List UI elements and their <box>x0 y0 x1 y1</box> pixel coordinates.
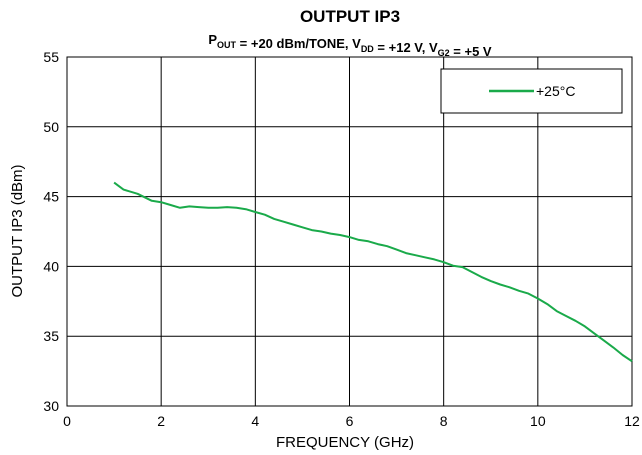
x-tick-label: 8 <box>440 413 448 429</box>
subtitle-subscript: DD <box>361 44 374 54</box>
chart-subtitle: POUT = +20 dBm/TONE, VDD = +12 V, VG2 = … <box>208 32 492 59</box>
x-tick-label: 0 <box>63 413 71 429</box>
x-tick-label: 10 <box>530 413 546 429</box>
subtitle-part: = +20 dBm/TONE, V <box>236 36 361 51</box>
series-line-0 <box>113 181 633 363</box>
y-tick-label: 30 <box>43 398 59 414</box>
legend-label: +25°C <box>536 83 575 99</box>
y-tick-label: 50 <box>43 119 59 135</box>
subtitle-subscript: G2 <box>438 48 450 58</box>
y-tick-label: 40 <box>43 258 59 274</box>
chart-title: OUTPUT IP3 <box>300 7 400 26</box>
x-tick-label: 4 <box>251 413 259 429</box>
y-tick-label: 45 <box>43 189 59 205</box>
subtitle-subscript: OUT <box>217 40 237 50</box>
series-group <box>113 181 633 363</box>
y-axis-label: OUTPUT IP3 (dBm) <box>9 164 26 297</box>
x-tick-label: 6 <box>346 413 354 429</box>
tick-labels: 0 2 4 6 8 10 12 30 35 40 45 50 55 <box>43 49 640 429</box>
subtitle-part: = +12 V, V <box>374 40 438 55</box>
legend: +25°C <box>440 68 623 114</box>
y-tick-label: 55 <box>43 49 59 65</box>
plot-frame <box>66 56 633 407</box>
x-tick-label: 12 <box>624 413 640 429</box>
y-tick-label: 35 <box>43 328 59 344</box>
x-axis-label: FREQUENCY (GHz) <box>276 434 414 451</box>
x-tick-label: 2 <box>157 413 165 429</box>
subtitle-part: P <box>208 32 217 47</box>
subtitle-part: = +5 V <box>450 44 492 59</box>
